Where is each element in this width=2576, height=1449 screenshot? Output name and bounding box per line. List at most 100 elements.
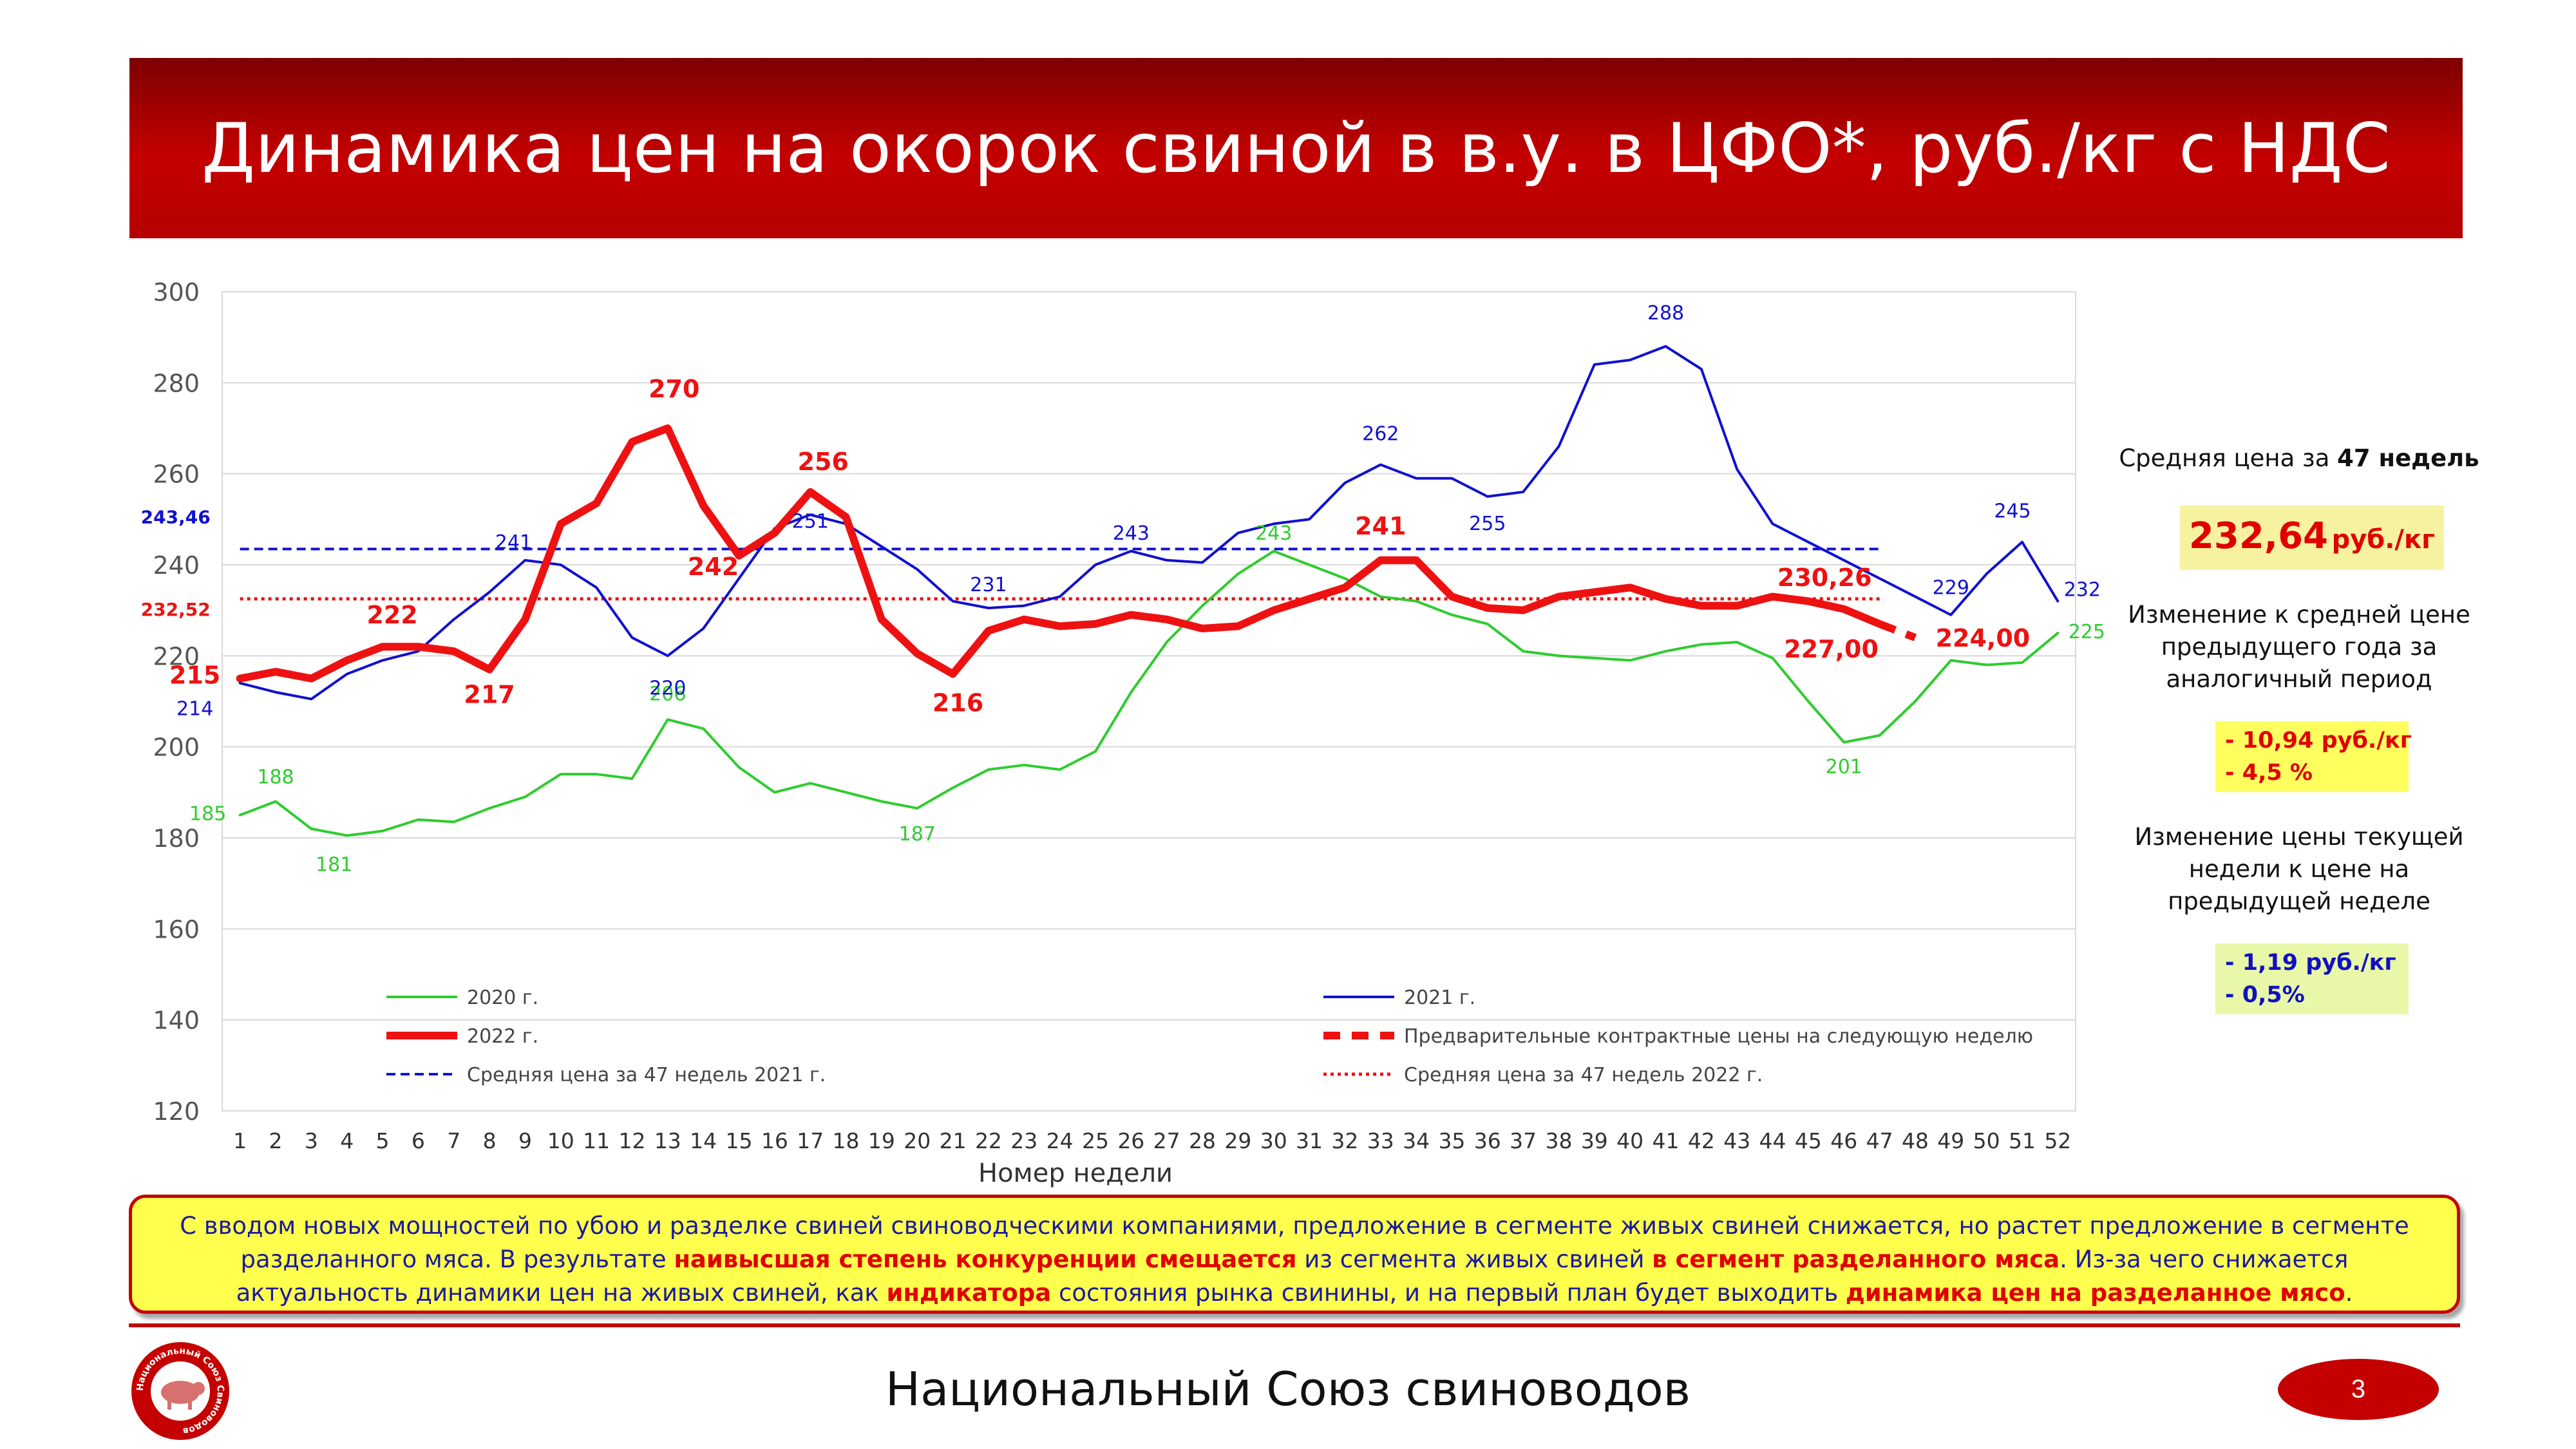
change-prev-year-line-1: Изменение к средней цене bbox=[2128, 601, 2470, 629]
x-tick-label: 2 bbox=[269, 1128, 283, 1153]
note-box: С вводом новых мощностей по убою и разде… bbox=[129, 1195, 2460, 1314]
x-tick-label: 24 bbox=[1046, 1128, 1074, 1153]
change-week-rub: - 1,19 руб./кг bbox=[2225, 950, 2396, 976]
x-tick-label: 3 bbox=[305, 1128, 318, 1153]
x-tick-label: 43 bbox=[1723, 1128, 1750, 1153]
x-tick-label: 29 bbox=[1224, 1128, 1251, 1153]
note-part-4: состояния рынка свинины, и на первый пла… bbox=[1051, 1279, 1846, 1307]
avg-price-value: 232,64 руб./кг bbox=[2180, 515, 2444, 557]
data-label: 251 bbox=[792, 510, 829, 533]
data-label: 230,26 bbox=[1777, 564, 1872, 592]
data-label: 245 bbox=[1994, 500, 2031, 523]
x-tick-label: 21 bbox=[940, 1128, 967, 1153]
x-tick-label: 48 bbox=[1902, 1128, 1929, 1153]
data-label: 227,00 bbox=[1784, 635, 1879, 663]
footer-divider bbox=[129, 1323, 2460, 1327]
change-prev-year-values: - 10,94 руб./кг - 4,5 % bbox=[2225, 724, 2418, 789]
x-tick-label: 8 bbox=[483, 1128, 497, 1153]
x-tick-label: 46 bbox=[1830, 1128, 1857, 1153]
x-tick-label: 51 bbox=[2009, 1128, 2036, 1153]
x-tick-label: 36 bbox=[1474, 1128, 1501, 1153]
data-label: 216 bbox=[933, 689, 983, 717]
change-prev-year-box bbox=[2215, 721, 2409, 792]
note-part-1: С вводом новых мощностей по убою и разде… bbox=[180, 1212, 2409, 1273]
data-label: 232 bbox=[2064, 579, 2101, 601]
x-tick-label: 28 bbox=[1189, 1128, 1216, 1153]
avg-price-box bbox=[2180, 506, 2444, 570]
data-label: 201 bbox=[1826, 756, 1862, 779]
change-week-pct: - 0,5% bbox=[2225, 982, 2305, 1008]
data-label: 262 bbox=[1362, 423, 1399, 446]
data-label: 215 bbox=[169, 661, 220, 690]
data-label: 243 bbox=[1255, 522, 1292, 545]
y-tick-label: 220 bbox=[153, 642, 200, 670]
x-tick-label: 44 bbox=[1759, 1128, 1786, 1153]
x-tick-label: 22 bbox=[975, 1128, 1002, 1153]
x-tick-label: 38 bbox=[1545, 1128, 1572, 1153]
x-axis-title: Номер недели bbox=[978, 1159, 1173, 1188]
x-tick-label: 30 bbox=[1260, 1128, 1287, 1153]
note-part-2: из сегмента живых свиней bbox=[1296, 1245, 1653, 1273]
x-tick-label: 34 bbox=[1403, 1128, 1430, 1153]
data-label: 255 bbox=[1469, 513, 1506, 535]
x-tick-label: 47 bbox=[1866, 1128, 1893, 1153]
note-highlight-1: наивысшая степень конкуренции смещается bbox=[674, 1245, 1297, 1273]
avg-price-number: 232,64 bbox=[2188, 515, 2329, 557]
note-highlight-4: динамика цен на разделанное мясо bbox=[1845, 1279, 2345, 1307]
data-label: 270 bbox=[649, 375, 699, 403]
x-tick-label: 5 bbox=[376, 1128, 390, 1153]
change-prev-year-label: Изменение к средней цене предыдущего год… bbox=[2119, 599, 2479, 696]
legend-label: Средняя цена за 47 недель 2022 г. bbox=[1404, 1064, 1763, 1086]
avg-price-label-prefix: Средняя цена за bbox=[2119, 444, 2338, 472]
y-tick-label: 240 bbox=[153, 551, 200, 580]
y-tick-label: 200 bbox=[153, 734, 200, 762]
x-tick-label: 50 bbox=[1973, 1128, 2000, 1153]
x-tick-label: 20 bbox=[904, 1128, 931, 1153]
x-tick-label: 10 bbox=[547, 1128, 574, 1153]
legend-label: Средняя цена за 47 недель 2021 г. bbox=[467, 1064, 826, 1086]
note-highlight-3: индикатора bbox=[886, 1279, 1052, 1307]
union-logo: Национальный Союз Свиноводов bbox=[131, 1342, 229, 1440]
y-tick-label: 160 bbox=[153, 915, 200, 943]
data-label: 241 bbox=[1355, 512, 1406, 540]
y-tick-label: 180 bbox=[153, 824, 200, 853]
data-label: 224,00 bbox=[1936, 624, 2031, 652]
pig-icon bbox=[161, 1381, 205, 1410]
x-tick-label: 31 bbox=[1296, 1128, 1323, 1153]
data-label: 242 bbox=[688, 553, 739, 581]
legend-label: 2022 г. bbox=[467, 1025, 538, 1048]
footer-org-name: Национальный Союз свиноводов bbox=[885, 1362, 1691, 1416]
x-tick-label: 19 bbox=[868, 1128, 895, 1153]
change-prev-year-line-2: предыдущего года за bbox=[2161, 633, 2438, 661]
data-label: 220 bbox=[649, 677, 686, 699]
x-tick-label: 1 bbox=[233, 1128, 247, 1153]
x-tick-label: 15 bbox=[726, 1128, 753, 1153]
title-banner: Динамика цен на окорок свиной в в.у. в Ц… bbox=[129, 58, 2463, 238]
x-tick-label: 23 bbox=[1010, 1128, 1037, 1153]
legend-label: 2020 г. bbox=[467, 987, 538, 1009]
x-tick-label: 45 bbox=[1795, 1128, 1822, 1153]
data-label: 225 bbox=[2069, 621, 2105, 643]
y-tick-label: 120 bbox=[153, 1097, 200, 1126]
x-tick-label: 49 bbox=[1937, 1128, 1964, 1153]
data-label: 256 bbox=[798, 448, 849, 476]
change-week-line-3: предыдущей неделе bbox=[2168, 887, 2430, 915]
data-label: 232,52 bbox=[141, 599, 211, 620]
x-tick-label: 16 bbox=[761, 1128, 788, 1153]
x-tick-label: 25 bbox=[1082, 1128, 1109, 1153]
note-part-3: . Из-за чего снижается актуальность дина… bbox=[236, 1245, 2349, 1307]
change-week-box bbox=[2215, 943, 2409, 1014]
x-tick-label: 33 bbox=[1367, 1128, 1394, 1153]
change-prev-year-pct: - 4,5 % bbox=[2225, 760, 2313, 786]
change-week-label: Изменение цены текущей недели к цене на … bbox=[2119, 821, 2479, 918]
note-part-5: . bbox=[2345, 1279, 2353, 1307]
x-tick-label: 35 bbox=[1438, 1128, 1465, 1153]
change-week-line-2: недели к цене на bbox=[2188, 855, 2410, 883]
x-tick-label: 9 bbox=[518, 1128, 532, 1153]
series-line bbox=[1878, 620, 1917, 641]
data-label: 185 bbox=[189, 803, 226, 826]
data-label: 187 bbox=[899, 823, 936, 846]
y-tick-label: 280 bbox=[153, 369, 200, 397]
x-tick-label: 42 bbox=[1688, 1128, 1715, 1153]
